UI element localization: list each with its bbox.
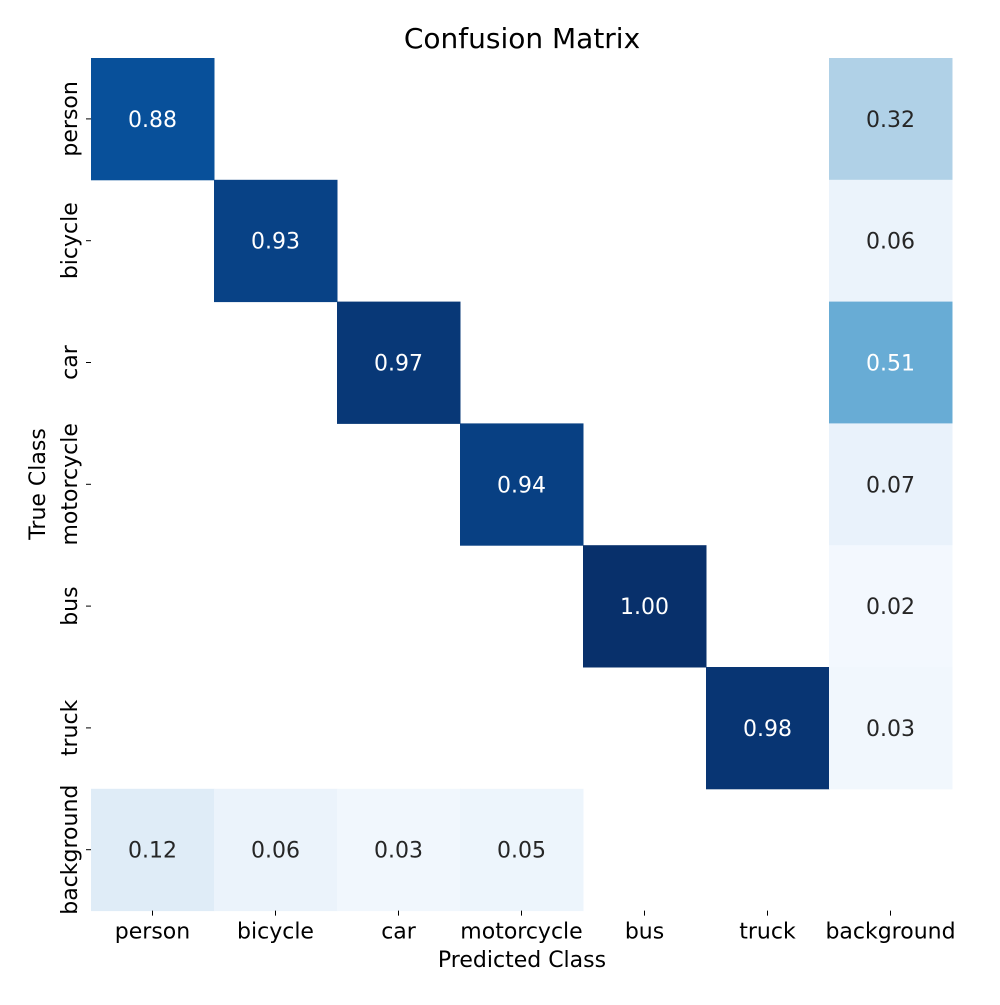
- heatmap-cell: [91, 788, 215, 912]
- cell-value-label: 0.88: [128, 108, 177, 133]
- heatmap-cell: [460, 423, 584, 546]
- heatmap-cell: [829, 545, 953, 668]
- cell-value-label: 0.06: [866, 230, 915, 255]
- x-axis-label: Predicted Class: [438, 948, 606, 973]
- heatmap-cell: [214, 179, 338, 303]
- cell-value-label: 0.32: [866, 108, 915, 133]
- x-tick-label: bus: [625, 920, 664, 945]
- cell-value-label: 0.94: [497, 473, 546, 498]
- heatmap-cell: [829, 301, 953, 424]
- cell-value-label: 0.03: [866, 717, 915, 742]
- x-tick-label: bicycle: [237, 920, 314, 945]
- cell-value-label: 1.00: [620, 595, 669, 620]
- cell-value-label: 0.98: [743, 717, 792, 742]
- heatmap-cell: [337, 301, 461, 424]
- cell-value-label: 0.02: [866, 595, 915, 620]
- heatmap-cells: 0.88 0.32 0.93 0.06 0.97 0.51 0.94 0.07 1.00 0.02…: [91, 58, 953, 912]
- heatmap-cell: [583, 545, 707, 668]
- y-tick-label: background: [58, 785, 83, 915]
- y-tick-label: bus: [58, 586, 83, 625]
- y-tick-label: car: [58, 344, 83, 380]
- cell-value-label: 0.93: [251, 230, 300, 255]
- heatmap-cell: [214, 788, 338, 912]
- heatmap-cell: [829, 667, 953, 790]
- y-axis-label: True Class: [26, 428, 51, 541]
- heatmap-cell: [829, 179, 953, 303]
- x-tick-label: car: [381, 920, 417, 945]
- chart-title: Confusion Matrix: [404, 22, 640, 55]
- y-tick-label: person: [58, 81, 83, 156]
- cell-value-label: 0.97: [374, 352, 423, 377]
- y-tick-label: truck: [58, 699, 83, 756]
- heatmap-cell: [460, 788, 584, 912]
- y-tick-label: bicycle: [58, 202, 83, 279]
- cell-value-label: 0.07: [866, 473, 915, 498]
- heatmap-cell: [829, 423, 953, 546]
- x-tick-label: person: [115, 920, 190, 945]
- heatmap-cell: [829, 58, 953, 181]
- heatmap-cell: [706, 667, 830, 790]
- cell-value-label: 0.51: [866, 352, 915, 377]
- x-tick-label: background: [825, 920, 955, 945]
- cell-value-label: 0.03: [374, 839, 423, 864]
- cell-value-label: 0.06: [251, 839, 300, 864]
- heatmap-cell: [91, 58, 215, 181]
- y-tick-label: motorcycle: [58, 423, 83, 545]
- x-tick-label: truck: [739, 920, 796, 945]
- cell-value-label: 0.12: [128, 839, 177, 864]
- x-tick-label: motorcycle: [460, 920, 582, 945]
- cell-value-label: 0.05: [497, 839, 546, 864]
- axis-ticks: person bicycle car motorcycle bus truck backgr…: [58, 81, 956, 944]
- heatmap-cell: [337, 788, 461, 912]
